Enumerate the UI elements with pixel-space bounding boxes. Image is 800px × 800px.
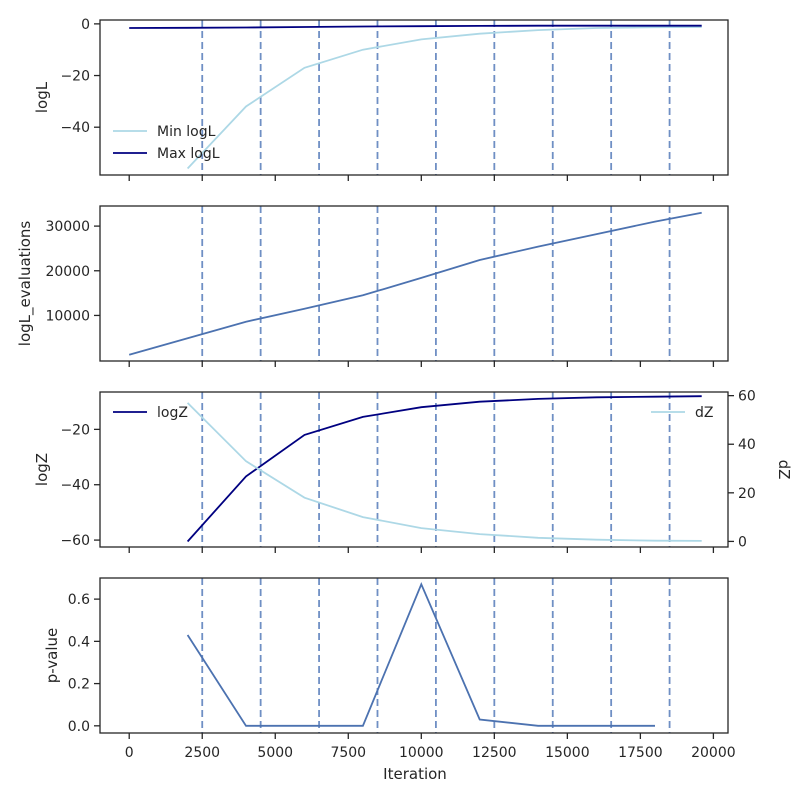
x-tick-label: 12500: [472, 745, 517, 761]
y-tick-label: −20: [60, 69, 90, 85]
y-tick-label: 0.6: [68, 592, 90, 608]
x-tick-label: 0: [125, 745, 134, 761]
y-tick-label: −20: [60, 422, 90, 438]
x-tick-label: 5000: [257, 745, 293, 761]
y-tick-label: −40: [60, 120, 90, 136]
y2-tick-label: 20: [738, 486, 756, 502]
legend-label: logZ: [157, 405, 188, 421]
plot-frame: [99, 391, 729, 548]
y-axis-label: logL_evaluations: [16, 221, 35, 347]
x-tick-label: 2500: [184, 745, 220, 761]
panel-3: −20 −40 −60 0 20 40 60 dZ logZ: [33, 389, 793, 553]
panel-4: 0.0 0.2 0.4 0.6 0 2500 5000 7500 10000 12500 15000…: [43, 577, 736, 783]
series-line-max-logl: [129, 24, 702, 29]
x-tick-label: 7500: [330, 745, 366, 761]
panel-2: 10000 20000 30000 logL_evaluations: [16, 205, 729, 367]
series-line-logz: [186, 395, 702, 543]
plot-frame: [99, 205, 729, 362]
y-tick-label: 20000: [45, 264, 90, 280]
y2-tick-label: 60: [738, 389, 756, 405]
plot-frame: [99, 577, 729, 734]
y2-axis-label: dZ: [775, 460, 793, 480]
series-line-dz: [186, 402, 702, 542]
y-tick-label: 0.4: [68, 634, 90, 650]
y2-tick-label: 0: [738, 534, 747, 550]
y-tick-label: 0.0: [68, 719, 90, 735]
legend-label: Max logL: [157, 146, 220, 162]
x-tick-label: 10000: [399, 745, 444, 761]
legend-label: Min logL: [157, 124, 216, 140]
x-axis-label: Iteration: [383, 765, 447, 783]
y-axis-label: logZ: [33, 453, 51, 486]
x-tick-label: 20000: [691, 745, 736, 761]
y-axis-label: p-value: [43, 628, 61, 684]
x-tick-label: 15000: [545, 745, 590, 761]
y-tick-label: −60: [60, 533, 90, 549]
legend-label: dZ: [695, 405, 713, 421]
y-tick-label: 30000: [45, 219, 90, 235]
x-tick-label: 17500: [618, 745, 663, 761]
panel-1: 0 −20 −40 logL: [33, 17, 729, 181]
series-line-values: [186, 581, 655, 727]
series-line-min-logl: [186, 26, 702, 170]
y-tick-label: 0.2: [68, 677, 90, 693]
y-tick-label: 0: [81, 17, 90, 33]
plot-frame: [99, 19, 729, 176]
y2-tick-label: 40: [738, 437, 756, 453]
y-tick-label: 10000: [45, 308, 90, 324]
y-axis-label: logL: [33, 81, 51, 113]
y-tick-label: −40: [60, 478, 90, 494]
series-line-values: [128, 211, 702, 356]
